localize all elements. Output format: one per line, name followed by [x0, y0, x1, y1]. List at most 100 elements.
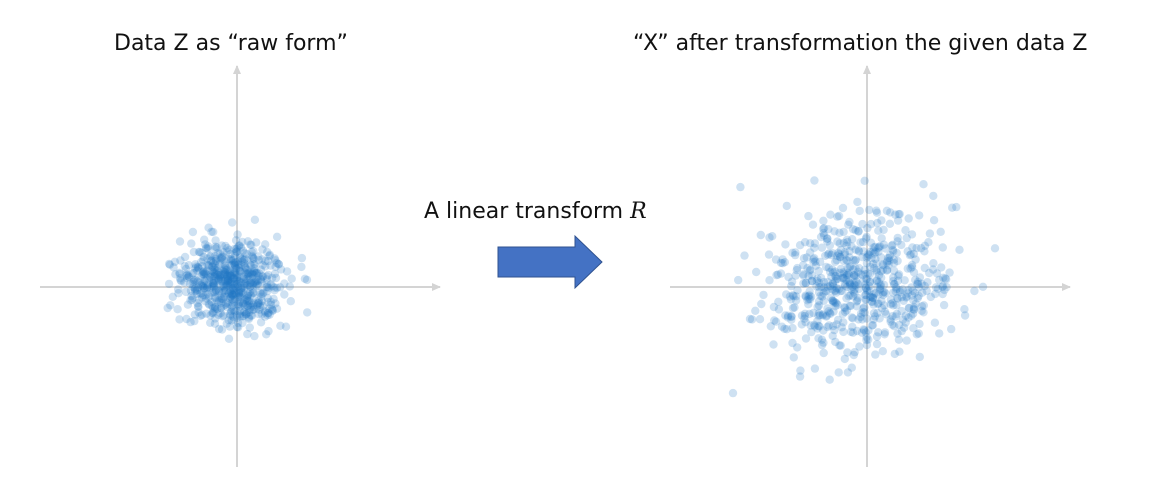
raw-data-point — [270, 286, 279, 295]
raw-data-point — [244, 275, 253, 285]
transformed-data-point — [828, 279, 837, 288]
raw-data-point — [242, 281, 252, 290]
transformed-data-point — [804, 271, 813, 281]
raw-data-point — [199, 256, 208, 265]
transformed-data-point — [843, 263, 852, 273]
raw-data-point — [221, 261, 230, 271]
raw-data-point — [254, 309, 263, 319]
transformed-data-point — [804, 300, 813, 309]
raw-data-point — [234, 263, 243, 273]
transformed-data-point — [833, 237, 842, 246]
transformed-data-point — [815, 257, 825, 267]
transformed-data-point — [832, 288, 841, 297]
raw-data-point — [219, 282, 228, 291]
transformed-data-point — [768, 232, 777, 241]
raw-data-point — [180, 278, 189, 287]
transformed-data-point — [846, 301, 855, 311]
raw-data-point — [236, 312, 245, 321]
transformed-data-point — [903, 286, 913, 295]
transformed-data-point — [801, 278, 811, 288]
raw-data-point — [214, 275, 223, 284]
raw-data-point — [249, 254, 258, 263]
raw-data-point — [302, 275, 312, 285]
raw-data-point — [200, 283, 209, 293]
raw-data-point — [224, 289, 234, 298]
raw-data-point — [303, 308, 312, 317]
raw-data-point — [193, 299, 202, 308]
transformed-data-point — [916, 244, 926, 253]
transformed-data-point — [850, 278, 859, 288]
raw-data-point — [233, 299, 242, 309]
raw-data-point — [219, 301, 229, 310]
transformed-data-point — [898, 285, 907, 294]
raw-data-point — [228, 312, 238, 321]
transformed-data-point — [874, 299, 883, 308]
transformed-data-point — [895, 287, 905, 297]
transformed-data-point — [819, 296, 828, 305]
raw-data-point — [248, 306, 257, 315]
transformed-data-point — [848, 292, 858, 301]
raw-data-point — [250, 331, 259, 341]
raw-data-point — [243, 265, 252, 275]
raw-data-point — [230, 289, 239, 298]
raw-data-point — [230, 295, 240, 304]
transformed-data-point — [932, 269, 942, 278]
transformed-data-point — [893, 237, 902, 246]
transformed-data-point — [882, 266, 892, 275]
raw-data-point — [254, 281, 263, 290]
raw-data-point — [263, 282, 272, 292]
raw-data-point — [229, 286, 239, 295]
raw-data-point — [249, 298, 259, 308]
transformed-data-point — [840, 248, 849, 257]
transformed-data-point — [832, 255, 841, 265]
raw-data-point — [235, 306, 244, 316]
raw-data-point — [197, 272, 206, 281]
raw-data-point — [214, 295, 224, 305]
raw-data-point — [258, 245, 267, 254]
raw-data-point — [220, 283, 229, 292]
transformed-data-point — [831, 276, 840, 286]
raw-data-point — [190, 276, 199, 286]
raw-data-point — [206, 311, 215, 320]
raw-data-point — [238, 257, 247, 266]
raw-data-point — [245, 260, 255, 269]
raw-data-point — [225, 278, 234, 287]
raw-data-point — [206, 318, 215, 327]
transformed-data-point — [862, 314, 871, 323]
raw-data-point — [211, 236, 220, 245]
raw-data-point — [246, 240, 255, 249]
raw-data-point — [196, 281, 206, 290]
raw-data-point — [245, 296, 254, 306]
raw-data-point — [203, 289, 213, 299]
transformed-data-point — [838, 286, 847, 296]
raw-data-point — [209, 307, 218, 316]
raw-data-point — [247, 311, 257, 320]
raw-data-point — [195, 248, 205, 257]
transformed-data-point — [895, 209, 904, 219]
raw-data-point — [207, 266, 217, 275]
transformed-data-point — [893, 294, 903, 303]
transformed-data-point — [817, 335, 827, 344]
transformed-data-point — [816, 291, 825, 301]
transformed-data-point — [940, 285, 949, 295]
raw-data-point — [209, 278, 218, 287]
transformed-data-point — [839, 327, 848, 337]
transformed-data-point — [915, 352, 924, 362]
transformed-data-point — [859, 304, 868, 313]
raw-data-point — [262, 283, 271, 292]
raw-data-point — [286, 297, 295, 306]
transformed-data-point — [929, 259, 938, 268]
raw-data-point — [164, 279, 174, 289]
transformed-data-point — [891, 312, 900, 321]
raw-data-point — [240, 302, 250, 311]
raw-data-point — [263, 311, 272, 320]
raw-data-point — [225, 322, 235, 331]
transformed-data-point — [874, 242, 884, 251]
raw-data-point — [233, 323, 243, 332]
transformed-data-point — [941, 274, 950, 283]
transformed-data-point — [751, 306, 760, 315]
transformed-data-point — [875, 285, 885, 294]
raw-data-point — [254, 271, 263, 281]
transformed-data-point — [879, 280, 889, 290]
